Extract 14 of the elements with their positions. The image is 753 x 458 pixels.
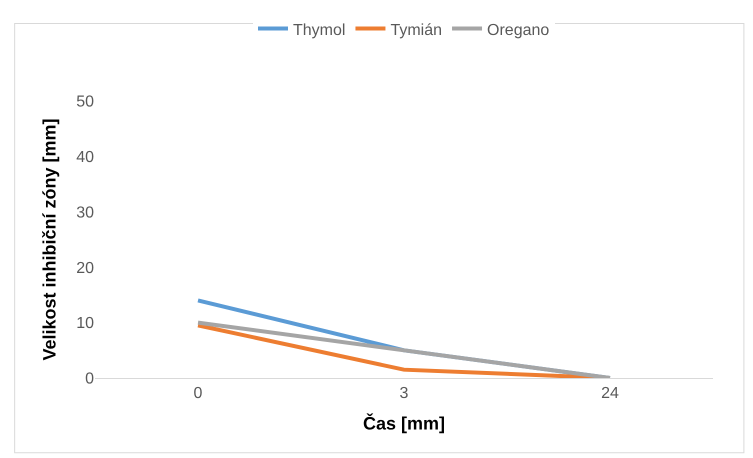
legend-label: Tymián xyxy=(390,22,442,39)
y-axis-title: Velikost inhibiční zóny [mm] xyxy=(39,118,60,361)
y-tick-label: 40 xyxy=(76,149,94,166)
legend-label: Thymol xyxy=(293,22,346,39)
y-tick-label: 0 xyxy=(85,370,94,388)
legend-label: Oregano xyxy=(487,22,550,39)
x-tick-label: 3 xyxy=(400,385,409,402)
x-tick-label: 0 xyxy=(194,385,203,402)
y-tick-label: 50 xyxy=(76,94,94,111)
y-tick-label: 30 xyxy=(76,204,94,222)
x-axis-title: Čas [mm] xyxy=(362,412,446,434)
x-tick-label: 24 xyxy=(601,385,619,402)
y-tick-label: 10 xyxy=(76,315,94,332)
y-tick-label: 20 xyxy=(76,260,94,277)
